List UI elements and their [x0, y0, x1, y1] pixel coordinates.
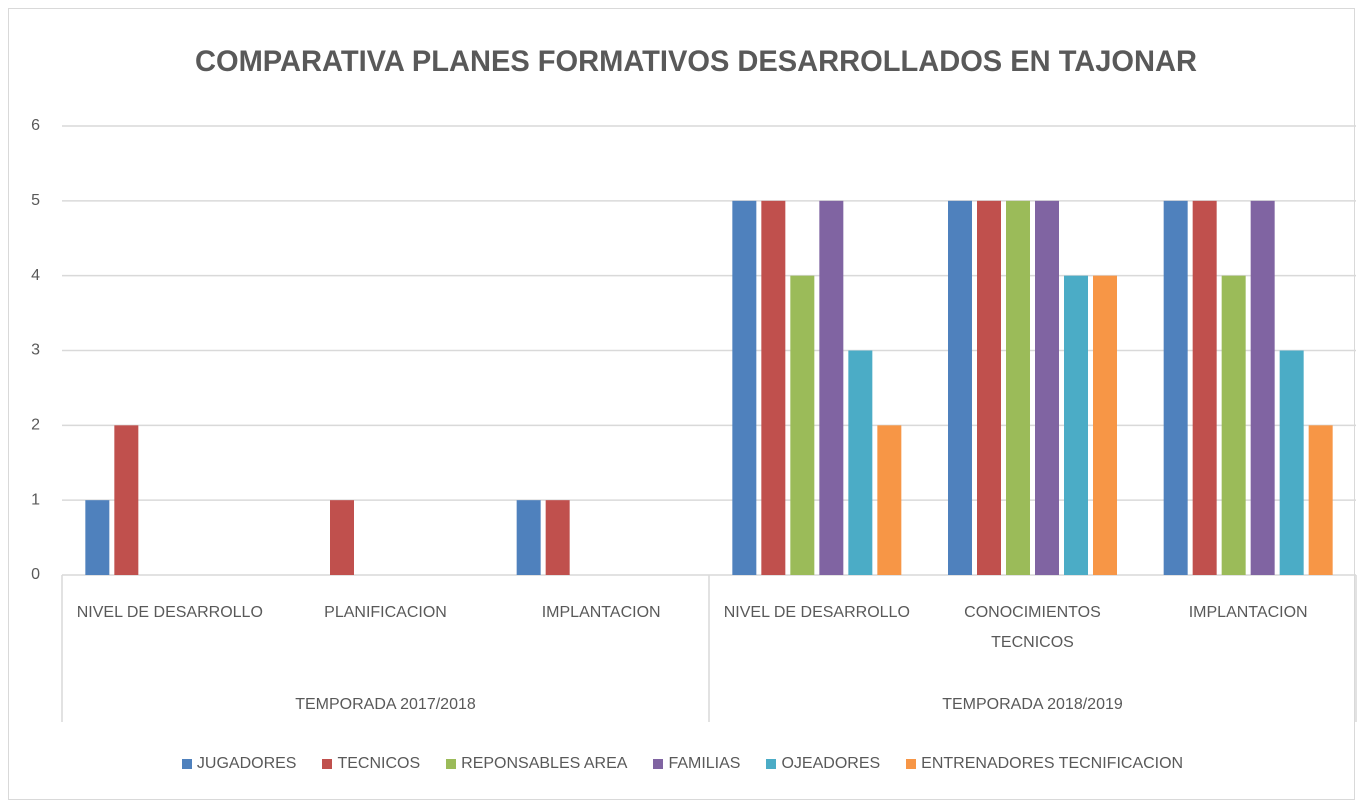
- bar: [977, 200, 1001, 576]
- y-tick-label: 2: [31, 417, 40, 434]
- group-label: TEMPORADA 2017/2018: [295, 696, 476, 713]
- legend-swatch: [181, 759, 192, 769]
- bar: [1279, 350, 1304, 575]
- chart-title: COMPARATIVA PLANES FORMATIVOS DESARROLLA…: [195, 45, 1197, 78]
- legend-item: ENTRENADORES TECNIFICACION: [906, 755, 1183, 773]
- bar: [1006, 200, 1030, 576]
- y-tick-label: 1: [31, 491, 40, 508]
- legend-swatch: [766, 759, 777, 769]
- bar: [790, 275, 815, 575]
- bar: [85, 500, 110, 575]
- bar: [1192, 200, 1217, 576]
- y-tick-label: 4: [31, 267, 40, 284]
- legend-item: FAMILIAS: [653, 755, 740, 773]
- legend-label: REPONSABLES AREA: [461, 755, 628, 772]
- bar: [1035, 200, 1059, 576]
- bar: [732, 200, 757, 576]
- legend-swatch: [906, 759, 917, 769]
- x-tick-label: NIVEL DE DESARROLLO: [76, 604, 263, 621]
- legend-swatch: [322, 759, 333, 769]
- legend: JUGADORES TECNICOS REPONSABLES AREA FAMILIA…: [0, 755, 1365, 773]
- bar: [545, 500, 570, 575]
- bar: [330, 500, 354, 575]
- bar: [1064, 275, 1088, 575]
- legend-item: OJEADORES: [766, 755, 880, 773]
- x-tick-label: IMPLANTACION: [1188, 604, 1308, 621]
- x-tick-label: PLANIFICACION: [324, 604, 447, 621]
- bar: [114, 425, 139, 575]
- legend-label: OJEADORES: [781, 755, 881, 772]
- group-label: TEMPORADA 2018/2019: [942, 696, 1123, 713]
- x-tick-label: CONOCIMIENTOS TECNICOS: [964, 604, 1101, 651]
- bar: [1308, 425, 1333, 575]
- bar: [819, 200, 844, 576]
- bar: [877, 425, 902, 575]
- legend-swatch: [446, 759, 457, 769]
- bar: [948, 200, 972, 576]
- legend-item: TECNICOS: [322, 755, 420, 773]
- bar: [761, 200, 786, 576]
- bar: [1163, 200, 1188, 576]
- legend-swatch: [653, 759, 664, 769]
- bar: [848, 350, 873, 575]
- y-tick-label: 6: [31, 117, 40, 134]
- legend-item: JUGADORES: [181, 755, 297, 773]
- legend-label: FAMILIAS: [668, 755, 741, 772]
- x-tick-label: IMPLANTACION: [541, 604, 661, 621]
- bar: [1221, 275, 1246, 575]
- y-tick-label: 0: [31, 566, 40, 583]
- chart-frame: [8, 8, 1355, 800]
- y-tick-label: 3: [31, 342, 40, 359]
- legend-label: JUGADORES: [196, 755, 297, 772]
- bar: [1093, 275, 1117, 575]
- bar: [516, 500, 541, 575]
- x-tick-label: NIVEL DE DESARROLLO: [723, 604, 910, 621]
- bar: [1250, 200, 1275, 576]
- legend-label: TECNICOS: [337, 755, 421, 772]
- legend-item: REPONSABLES AREA: [446, 755, 627, 773]
- y-tick-label: 5: [31, 192, 40, 209]
- legend-label: ENTRENADORES TECNIFICACION: [921, 755, 1184, 772]
